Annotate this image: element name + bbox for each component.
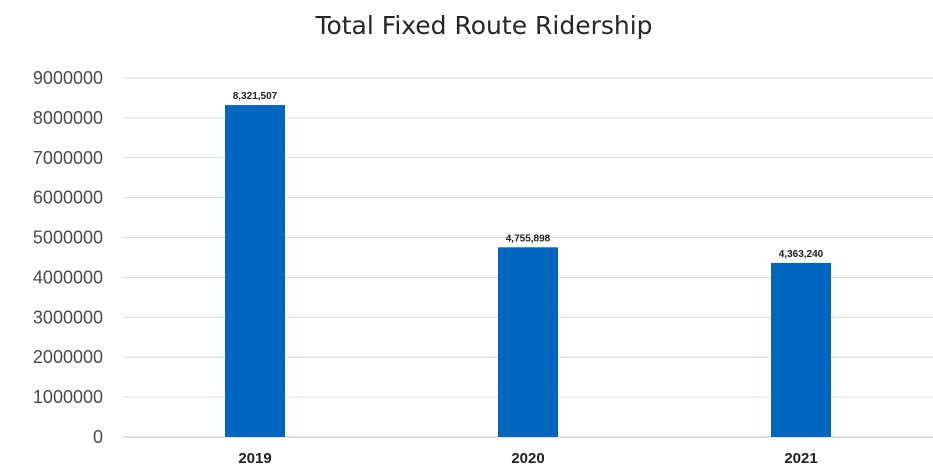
y-tick-label: 6000000 (33, 188, 103, 208)
y-tick-label: 5000000 (33, 228, 103, 248)
bar-2019 (225, 105, 285, 437)
bar-2020 (498, 247, 558, 437)
x-axis: 2019 2020 2021 (238, 450, 817, 467)
y-tick-label: 4000000 (33, 267, 103, 287)
y-tick-label: 7000000 (33, 148, 103, 168)
y-tick-label: 3000000 (33, 307, 103, 327)
x-tick-label: 2019 (238, 450, 271, 467)
data-label: 8,321,507 (233, 91, 278, 102)
data-labels: 8,321,507 4,755,898 4,363,240 (233, 91, 824, 260)
y-tick-label: 0 (93, 427, 103, 447)
y-tick-label: 1000000 (33, 387, 103, 407)
bar-2021 (771, 262, 831, 437)
bars (225, 105, 831, 437)
data-label: 4,755,898 (506, 233, 551, 244)
y-tick-label: 9000000 (33, 68, 103, 88)
x-tick-label: 2020 (511, 450, 544, 467)
data-label: 4,363,240 (779, 249, 824, 260)
y-tick-label: 2000000 (33, 347, 103, 367)
chart-title: Total Fixed Route Ridership (314, 11, 652, 40)
x-tick-label: 2021 (784, 450, 817, 467)
y-tick-label: 8000000 (33, 108, 103, 128)
